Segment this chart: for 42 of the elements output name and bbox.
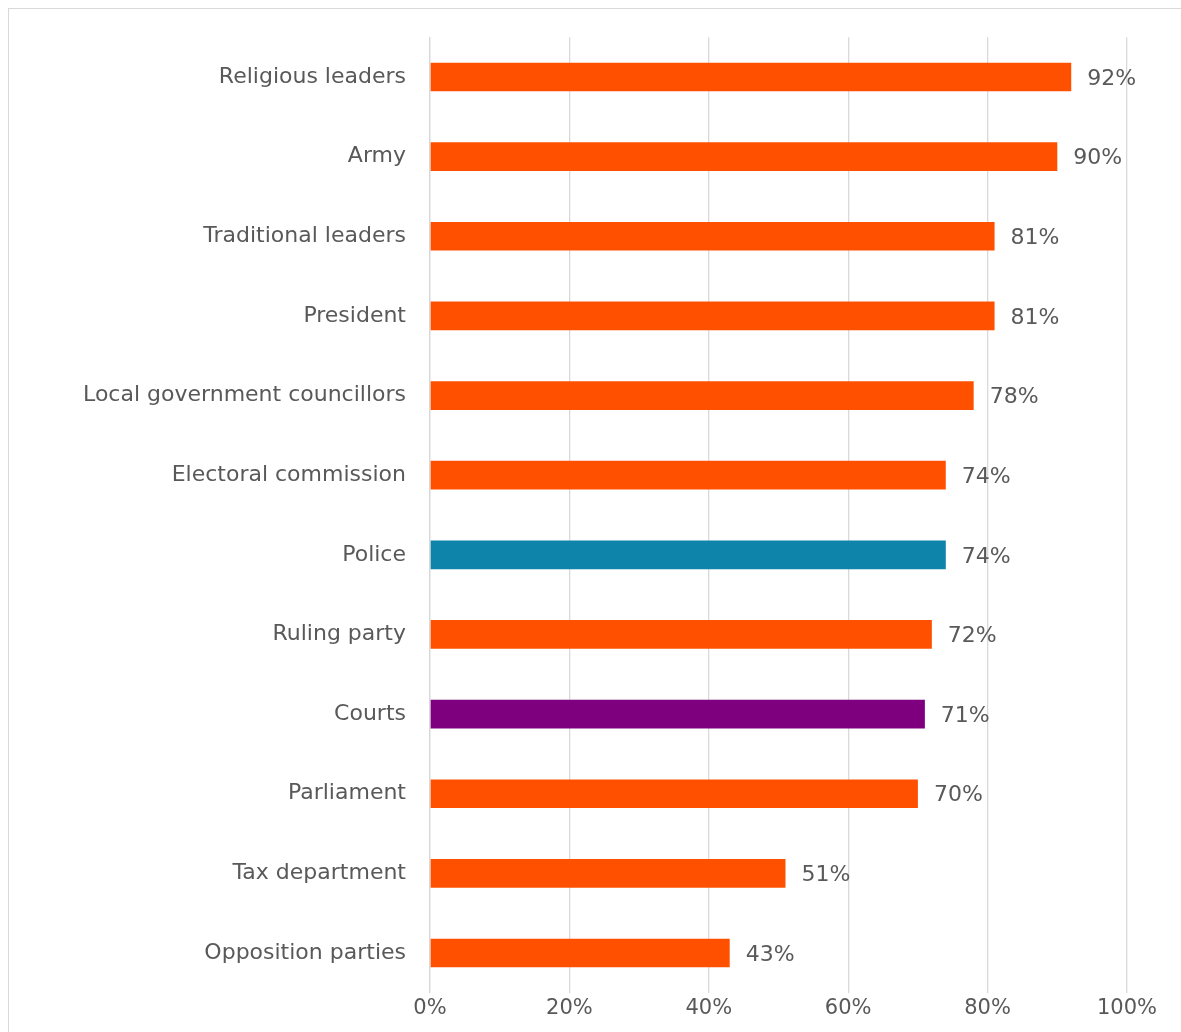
data-label: 92% — [1087, 64, 1137, 90]
bar — [430, 779, 918, 809]
data-label: 71% — [940, 701, 990, 727]
data-label: 81% — [1010, 224, 1060, 249]
y-tick-label: Police — [342, 540, 406, 566]
y-tick-label: Ruling party — [272, 620, 406, 646]
bar — [430, 381, 974, 410]
x-tick-label: 0% — [413, 994, 447, 1019]
data-label: 78% — [989, 383, 1039, 409]
y-tick-label: President — [303, 301, 407, 327]
bar — [430, 460, 946, 490]
y-tick-label: Local government councillors — [83, 381, 406, 407]
x-tick-label: 20% — [546, 994, 593, 1019]
y-tick-label: Courts — [334, 699, 406, 725]
data-label: 70% — [933, 781, 983, 807]
data-label: 74% — [961, 462, 1011, 488]
bar — [430, 938, 730, 968]
bar — [430, 142, 1058, 171]
data-label: 72% — [947, 622, 997, 648]
x-tick-label: 80% — [964, 994, 1011, 1019]
x-tick-label: 100% — [1096, 994, 1158, 1019]
y-tick-label: Tax department — [231, 859, 407, 885]
y-tick-label: Electoral commission — [171, 460, 406, 486]
bar — [430, 62, 1072, 92]
data-label: 74% — [961, 542, 1011, 568]
bar — [430, 301, 995, 331]
data-label: 81% — [1010, 303, 1060, 329]
x-tick-label: 40% — [685, 994, 733, 1019]
bar — [430, 699, 925, 729]
data-label: 51% — [801, 861, 851, 887]
y-tick-label: Opposition parties — [204, 938, 406, 964]
data-label: 90% — [1073, 144, 1123, 170]
y-tick-label: Army — [347, 142, 406, 168]
y-tick-label: Religious leaders — [218, 62, 406, 88]
bar — [430, 221, 995, 251]
bar — [430, 540, 946, 570]
y-tick-label: Traditional leaders — [202, 222, 406, 247]
bar — [430, 620, 932, 649]
x-tick-label: 60% — [824, 994, 872, 1019]
data-label: 43% — [745, 940, 795, 966]
bar — [430, 859, 786, 888]
y-tick-label: Parliament — [287, 779, 407, 805]
